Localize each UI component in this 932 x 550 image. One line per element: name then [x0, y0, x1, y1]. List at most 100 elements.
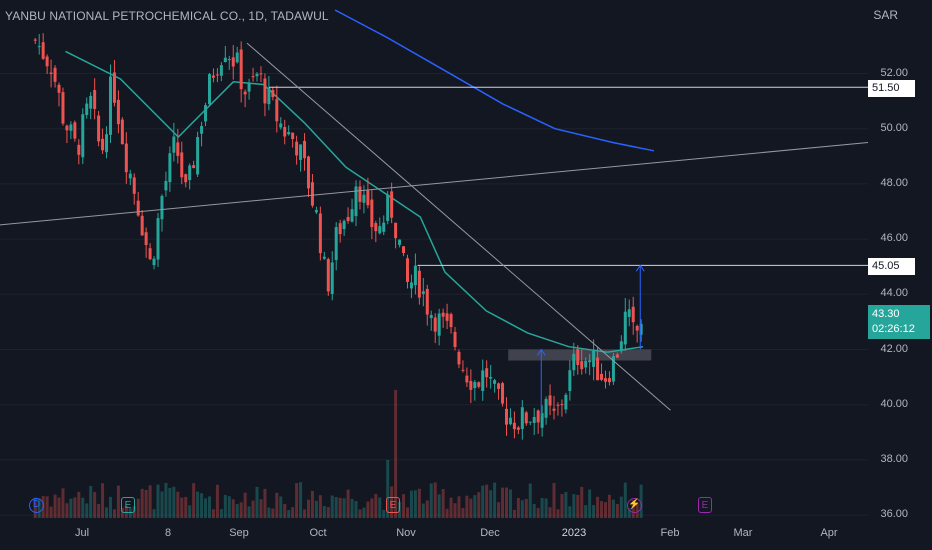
candle-body [504, 408, 508, 425]
candle-body [93, 90, 97, 109]
currency-label: SAR [873, 8, 898, 22]
volume-bar [231, 499, 235, 518]
volume-bar [552, 482, 556, 518]
candle-body [532, 417, 536, 423]
candle-body [600, 373, 604, 380]
volume-bar [615, 504, 619, 518]
volume-bar [306, 499, 310, 518]
candle-body [211, 75, 215, 78]
trend-line [246, 42, 671, 411]
volume-bar [588, 489, 592, 518]
candle-body [140, 215, 144, 236]
candle-body [536, 410, 540, 423]
candle-body [556, 404, 560, 406]
candle-body [180, 152, 184, 178]
earnings-marker-oct[interactable]: E [386, 497, 400, 513]
volume-bar [512, 509, 516, 518]
volume-bar [544, 498, 548, 518]
volume-bar [556, 509, 560, 518]
volume-bar [243, 492, 247, 518]
volume-bar [116, 485, 120, 518]
volume-bar [346, 489, 350, 518]
volume-bar [433, 482, 437, 518]
volume-bar [584, 505, 588, 518]
candle-body [512, 422, 516, 430]
candle-body [508, 417, 512, 425]
candle-body [552, 408, 556, 411]
candle-body [136, 200, 140, 216]
candle-body [196, 137, 200, 175]
y-tick-label: 36.00 [880, 508, 908, 521]
volume-bar [227, 496, 231, 518]
volume-bar [53, 494, 57, 518]
candle-body [524, 412, 528, 424]
candle-body [101, 138, 105, 151]
volume-bar [144, 489, 148, 518]
earnings-marker-jul[interactable]: E [121, 497, 135, 513]
candle-body [57, 84, 61, 93]
volume-bar [528, 483, 532, 518]
volume-bar [409, 490, 413, 518]
volume-bar [124, 505, 128, 518]
candle-body [148, 248, 152, 260]
volume-bar [164, 482, 168, 518]
trend-line [0, 142, 869, 226]
candle-body [627, 309, 631, 317]
candle-body [473, 382, 477, 389]
candle-body [334, 227, 338, 261]
volume-bar [128, 508, 132, 518]
candle-body [568, 370, 572, 392]
volume-bar [247, 506, 251, 518]
candle-body [124, 143, 128, 173]
candle-body [639, 323, 643, 335]
candle-body [215, 74, 219, 76]
candle-body [291, 132, 295, 140]
candle-body [338, 223, 342, 235]
volume-bar [572, 494, 576, 518]
candle-body [45, 56, 49, 67]
candle-body [540, 413, 544, 428]
volume-bar [251, 500, 255, 518]
volume-bar [338, 497, 342, 518]
x-tick-label: Jul [74, 527, 90, 539]
volume-bar [603, 502, 607, 518]
candle-body [394, 222, 398, 239]
volume-bar [600, 501, 604, 518]
candle-body [425, 288, 429, 315]
volume-bar [176, 491, 180, 518]
candle-body [37, 46, 41, 48]
candle-body [219, 65, 223, 76]
candle-body [465, 375, 469, 383]
candle-body [223, 57, 227, 63]
volume-bar [481, 485, 485, 518]
candle-body [188, 165, 192, 181]
candle-body [362, 194, 366, 203]
candle-body [239, 49, 243, 90]
volume-bar [469, 498, 473, 518]
candle-body [108, 76, 112, 135]
volume-bar [592, 505, 596, 518]
candle-body [41, 42, 45, 59]
chart-title: YANBU NATIONAL PETROCHEMICAL CO., 1D, TA… [5, 9, 329, 23]
candle-body [164, 180, 168, 191]
candle-body [544, 399, 548, 418]
volume-bar [461, 508, 465, 518]
candle-body [457, 351, 461, 365]
x-tick-label: Oct [309, 527, 327, 539]
volume-bar [148, 485, 152, 518]
candle-body [53, 67, 57, 82]
volume-bar [382, 509, 386, 518]
lightning-icon[interactable]: ⚡ [627, 498, 642, 513]
candle-body [592, 350, 596, 367]
volume-bar [295, 483, 299, 518]
candle-body [607, 378, 611, 383]
earnings-marker-feb[interactable]: E [698, 497, 712, 513]
volume-bar [370, 498, 374, 518]
volume-bar [140, 488, 144, 518]
volume-bar [497, 502, 501, 518]
volume-bar [465, 495, 469, 518]
dividend-marker[interactable]: D [29, 498, 44, 513]
volume-bar [89, 485, 93, 518]
candle-body [611, 356, 615, 382]
